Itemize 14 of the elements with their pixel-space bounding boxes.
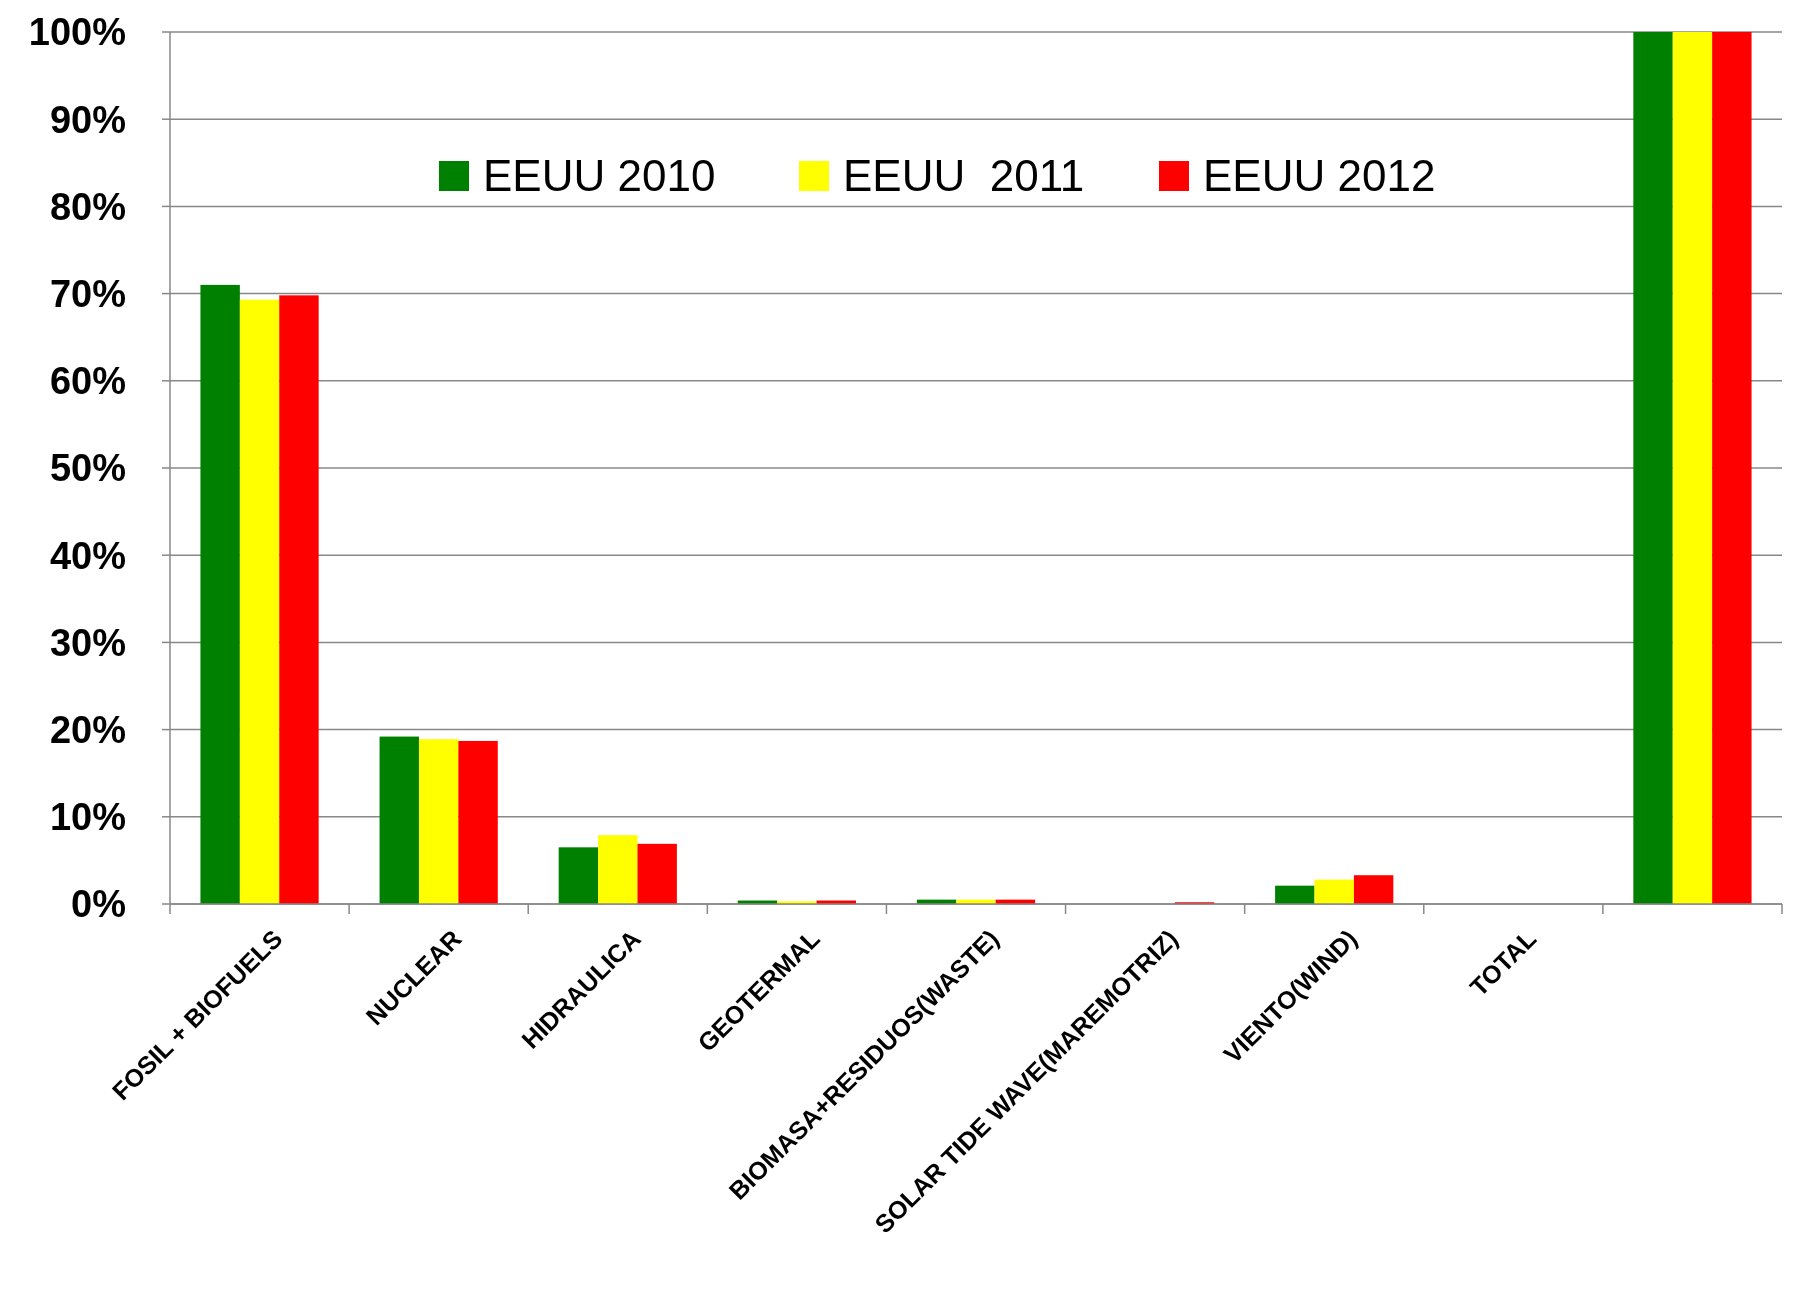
y-tick-label: 100% [28, 11, 126, 54]
y-tick-label: 50% [49, 447, 126, 490]
y-tick-label: 40% [49, 534, 126, 577]
y-tick-label: 10% [49, 796, 126, 839]
y-tick-label: 90% [49, 98, 126, 141]
y-tick-label: 60% [49, 360, 126, 403]
legend-label: EEUU 2011 [843, 151, 1085, 201]
y-tick-label: 0% [71, 883, 126, 926]
y-tick-label: 30% [49, 621, 126, 664]
legend-label: EEUU 2012 [1203, 151, 1436, 201]
legend-label: EEUU 2010 [483, 151, 716, 201]
y-tick-label: 70% [49, 272, 126, 315]
y-tick-label: 20% [49, 708, 126, 751]
y-tick-label: 80% [49, 185, 126, 228]
